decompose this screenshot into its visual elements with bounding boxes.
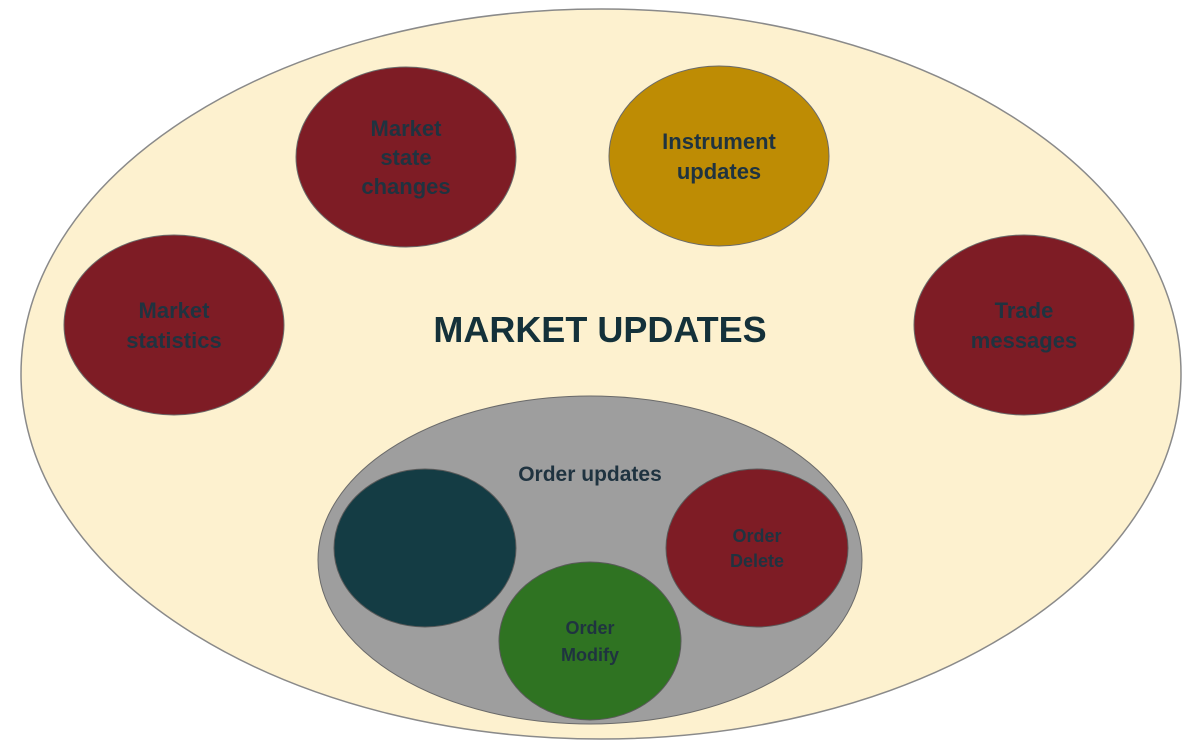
trade-messages-line-2: messages — [971, 328, 1077, 353]
order-modify-line-1: Order — [565, 618, 614, 638]
order-updates-group: Order updates Order Delete Order Modify — [317, 395, 863, 725]
order-modify-line-2: Modify — [561, 645, 619, 665]
market-state-changes-line-3: changes — [361, 174, 450, 199]
market-statistics-line-1: Market — [139, 298, 211, 323]
trade-messages-node: Trade messages — [913, 234, 1135, 416]
instrument-updates-line-2: updates — [677, 159, 761, 184]
diagram-title: MARKET UPDATES — [433, 309, 766, 350]
order-new-node — [333, 468, 517, 628]
order-delete-line-2: Delete — [730, 551, 784, 571]
order-delete-line-1: Order — [732, 526, 781, 546]
order-delete-node: Order Delete — [665, 468, 849, 628]
market-state-changes-node: Market state changes — [295, 66, 517, 248]
instrument-updates-line-1: Instrument — [662, 129, 776, 154]
order-modify-node: Order Modify — [498, 561, 682, 721]
order-updates-label: Order updates — [518, 463, 662, 486]
market-state-changes-line-1: Market — [371, 116, 443, 141]
trade-messages-line-1: Trade — [995, 298, 1054, 323]
market-statistics-line-2: statistics — [126, 328, 221, 353]
market-state-changes-line-2: state — [380, 145, 431, 170]
instrument-updates-node: Instrument updates — [608, 65, 830, 247]
market-statistics-node: Market statistics — [63, 234, 285, 416]
